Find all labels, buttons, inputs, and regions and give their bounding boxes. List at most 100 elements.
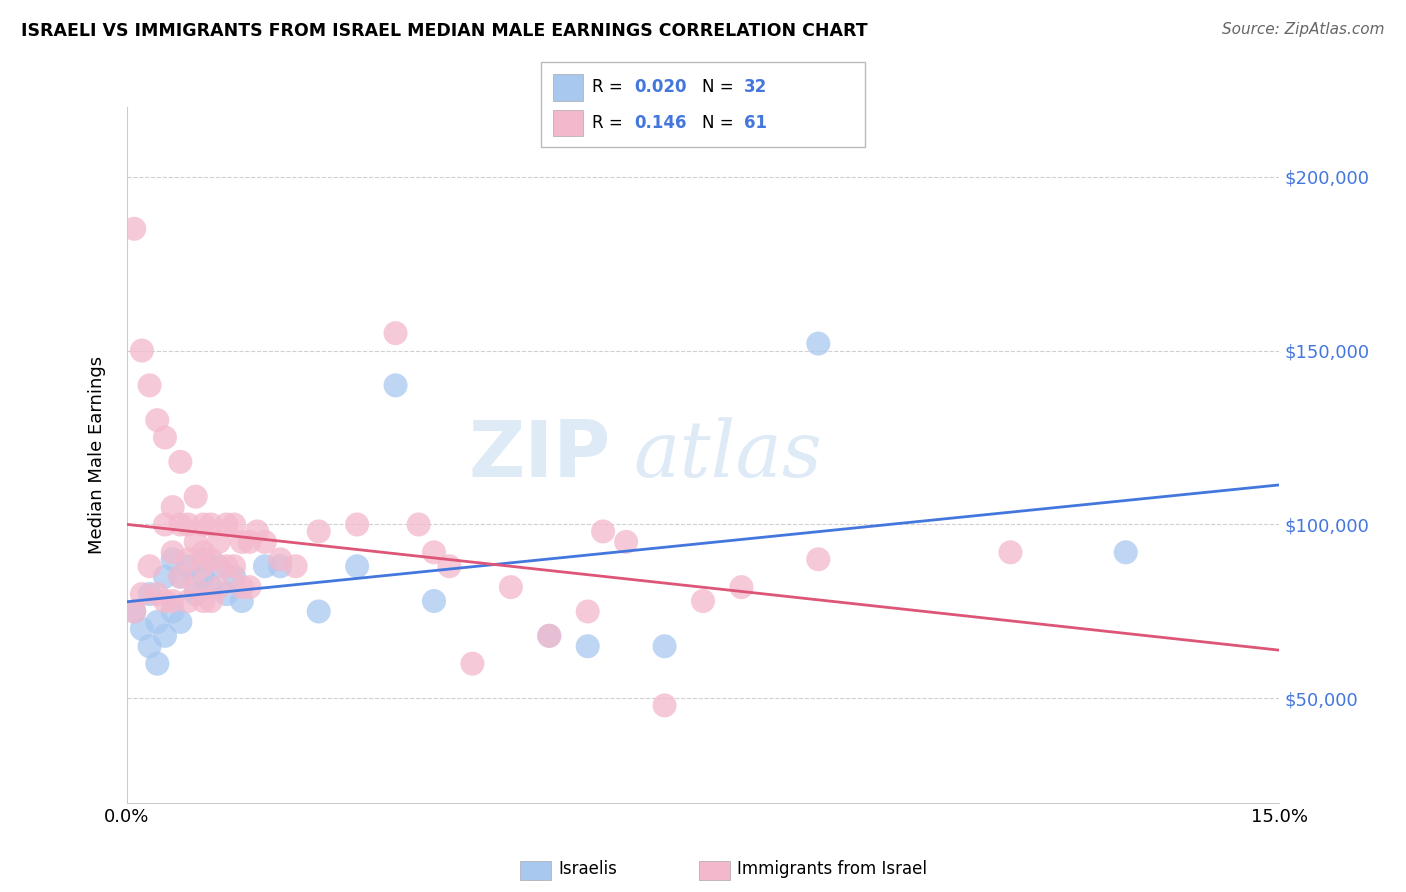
Point bbox=[284, 559, 307, 574]
Point bbox=[193, 594, 215, 608]
Text: R =: R = bbox=[592, 114, 628, 132]
Point bbox=[499, 580, 522, 594]
Point bbox=[162, 545, 184, 559]
Point bbox=[614, 534, 637, 549]
Point bbox=[384, 378, 406, 392]
Point bbox=[654, 639, 676, 653]
Point bbox=[408, 517, 430, 532]
Point bbox=[208, 580, 231, 594]
Point bbox=[146, 587, 169, 601]
Text: 32: 32 bbox=[744, 78, 768, 96]
Point bbox=[169, 455, 191, 469]
Text: atlas: atlas bbox=[634, 417, 823, 493]
Point bbox=[308, 605, 330, 619]
Point bbox=[200, 594, 222, 608]
Point bbox=[184, 534, 207, 549]
Point bbox=[576, 605, 599, 619]
Point bbox=[224, 559, 246, 574]
Point bbox=[576, 639, 599, 653]
Point bbox=[269, 552, 291, 566]
Point bbox=[253, 534, 276, 549]
Point bbox=[538, 629, 561, 643]
Point bbox=[200, 580, 222, 594]
Point bbox=[215, 559, 238, 574]
Point bbox=[439, 559, 461, 574]
Text: 0.020: 0.020 bbox=[634, 78, 686, 96]
Point bbox=[238, 534, 260, 549]
Point bbox=[200, 552, 222, 566]
Point bbox=[253, 559, 276, 574]
Point bbox=[122, 605, 145, 619]
Point bbox=[238, 580, 260, 594]
Point bbox=[153, 570, 176, 584]
Point bbox=[193, 552, 215, 566]
Point bbox=[423, 594, 446, 608]
Point bbox=[162, 594, 184, 608]
Point bbox=[138, 378, 160, 392]
Point bbox=[146, 413, 169, 427]
Point bbox=[1115, 545, 1137, 559]
Point bbox=[131, 622, 153, 636]
Point bbox=[384, 326, 406, 340]
Text: Source: ZipAtlas.com: Source: ZipAtlas.com bbox=[1222, 22, 1385, 37]
Point bbox=[346, 517, 368, 532]
Point bbox=[224, 517, 246, 532]
Point bbox=[538, 629, 561, 643]
Point bbox=[138, 559, 160, 574]
Point bbox=[169, 570, 191, 584]
Text: 0.146: 0.146 bbox=[634, 114, 686, 132]
Y-axis label: Median Male Earnings: Median Male Earnings bbox=[87, 356, 105, 554]
Text: R =: R = bbox=[592, 78, 628, 96]
Text: ZIP: ZIP bbox=[468, 417, 610, 493]
Point bbox=[208, 559, 231, 574]
Point bbox=[177, 517, 200, 532]
Point bbox=[200, 517, 222, 532]
Point bbox=[138, 587, 160, 601]
Point bbox=[169, 615, 191, 629]
Point bbox=[162, 500, 184, 514]
Point bbox=[162, 605, 184, 619]
Point bbox=[692, 594, 714, 608]
Point bbox=[153, 594, 176, 608]
Point bbox=[269, 559, 291, 574]
Point bbox=[184, 580, 207, 594]
Point bbox=[177, 559, 200, 574]
Point bbox=[807, 552, 830, 566]
Point bbox=[807, 336, 830, 351]
Point bbox=[193, 517, 215, 532]
Point bbox=[177, 594, 200, 608]
Point bbox=[654, 698, 676, 713]
Point bbox=[730, 580, 752, 594]
Point bbox=[215, 517, 238, 532]
Text: Immigrants from Israel: Immigrants from Israel bbox=[737, 860, 927, 878]
Text: N =: N = bbox=[702, 78, 738, 96]
Point bbox=[208, 534, 231, 549]
Point bbox=[153, 629, 176, 643]
Point bbox=[215, 587, 238, 601]
Point bbox=[1000, 545, 1022, 559]
Point bbox=[193, 545, 215, 559]
Point bbox=[169, 517, 191, 532]
Point bbox=[184, 490, 207, 504]
Point bbox=[162, 552, 184, 566]
Point bbox=[153, 517, 176, 532]
Point bbox=[122, 221, 145, 235]
Point bbox=[423, 545, 446, 559]
Point bbox=[153, 430, 176, 444]
Point bbox=[308, 524, 330, 539]
Point bbox=[231, 580, 253, 594]
Point bbox=[231, 534, 253, 549]
Text: ISRAELI VS IMMIGRANTS FROM ISRAEL MEDIAN MALE EARNINGS CORRELATION CHART: ISRAELI VS IMMIGRANTS FROM ISRAEL MEDIAN… bbox=[21, 22, 868, 40]
Point bbox=[177, 552, 200, 566]
Point bbox=[193, 559, 215, 574]
Point bbox=[193, 570, 215, 584]
Point bbox=[461, 657, 484, 671]
Point bbox=[346, 559, 368, 574]
Point bbox=[131, 343, 153, 358]
Text: N =: N = bbox=[702, 114, 738, 132]
Point bbox=[231, 594, 253, 608]
Point bbox=[122, 605, 145, 619]
Point bbox=[146, 657, 169, 671]
Point bbox=[592, 524, 614, 539]
Point bbox=[131, 587, 153, 601]
